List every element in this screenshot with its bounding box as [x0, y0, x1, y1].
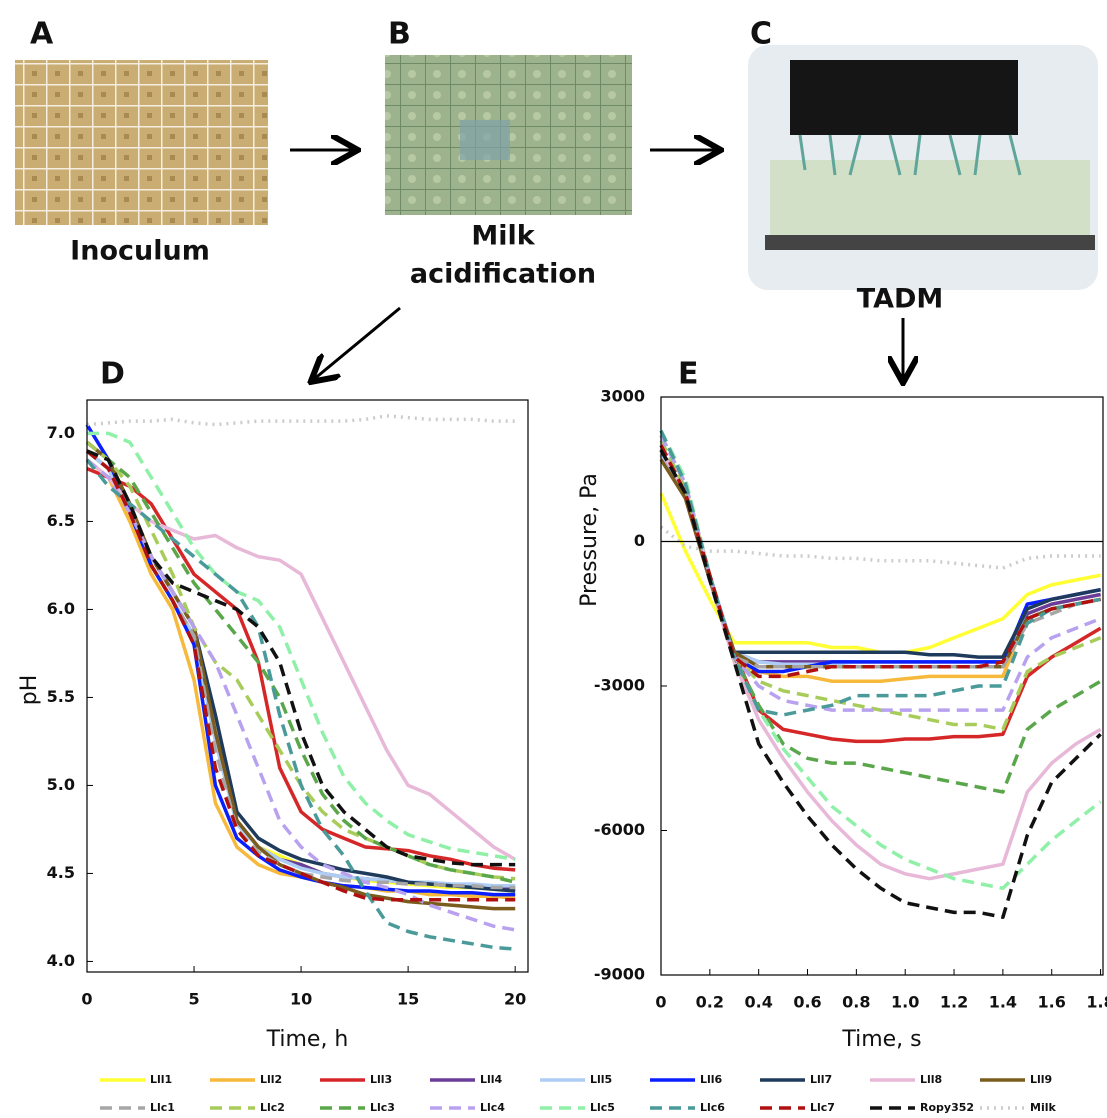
legend-label: Lll1 — [150, 1073, 172, 1086]
y-tick-label: -6000 — [594, 820, 645, 839]
series-line — [659, 434, 1102, 794]
series-line — [659, 449, 1101, 683]
x-tick-label: 0 — [81, 990, 92, 1009]
caption: acidification — [410, 259, 596, 290]
series-line — [85, 458, 516, 951]
y-axis-label: pH — [17, 675, 42, 706]
series-line — [659, 453, 1102, 744]
y-tick-label: 4.5 — [47, 863, 75, 882]
legend-label: Lll5 — [590, 1073, 612, 1086]
arrow — [313, 306, 401, 380]
series-line — [87, 431, 516, 862]
y-axis-label: Pressure, Pa — [577, 473, 602, 607]
legend-label: Llc2 — [260, 1101, 285, 1114]
x-tick-label: 0.6 — [793, 993, 821, 1012]
legend-label: Llc3 — [370, 1101, 395, 1114]
milk-plate-patch — [460, 120, 510, 160]
series-line — [85, 423, 516, 897]
x-tick-label: 0.2 — [696, 993, 724, 1012]
panel-letter: A — [30, 17, 54, 52]
x-tick-label: 5 — [188, 990, 199, 1009]
x-axis-label: Time, s — [841, 1027, 921, 1052]
y-tick-label: 4.0 — [47, 951, 75, 970]
panel-letter: E — [678, 357, 699, 392]
x-tick-label: 10 — [290, 990, 312, 1009]
caption: Milk — [471, 221, 535, 252]
panel-letter: C — [750, 17, 772, 52]
series-line — [659, 449, 1102, 919]
series-line — [85, 458, 517, 861]
series-line — [86, 466, 516, 872]
legend-label: Lll6 — [700, 1073, 723, 1086]
y-tick-label: 7.0 — [47, 423, 75, 442]
legend-label: Ropy352 — [920, 1101, 974, 1114]
series-line — [659, 444, 1101, 679]
legend-label: Lll4 — [480, 1073, 503, 1086]
legend-label: Llc6 — [700, 1101, 725, 1114]
legend-label: Llc1 — [150, 1101, 175, 1114]
series-line — [86, 449, 516, 867]
series-line — [85, 449, 516, 890]
panel-letter: B — [388, 17, 411, 52]
panel-letter: D — [100, 357, 125, 392]
legend-label: Milk — [1030, 1101, 1056, 1114]
x-tick-label: 0.8 — [842, 993, 870, 1012]
series-line — [85, 449, 516, 893]
y-tick-label: 0 — [634, 531, 645, 550]
series-line — [659, 525, 1101, 570]
x-tick-label: 1.6 — [1038, 993, 1066, 1012]
legend-label: Lll7 — [810, 1073, 832, 1086]
legend-label: Lll8 — [920, 1073, 942, 1086]
legend-label: Lll3 — [370, 1073, 392, 1086]
series-line — [85, 458, 516, 932]
series-line — [659, 439, 1102, 732]
x-tick-label: 1.8 — [1086, 993, 1107, 1012]
x-tick-label: 0 — [655, 993, 666, 1012]
y-tick-label: 6.5 — [47, 511, 75, 530]
inoculum-image — [15, 60, 268, 225]
y-tick-label: -9000 — [594, 965, 645, 984]
plot-frame — [86, 399, 529, 973]
x-tick-label: 1.0 — [891, 993, 919, 1012]
plot-frame — [660, 396, 1104, 976]
tadm-image — [748, 45, 1098, 290]
x-axis-label: Time, h — [266, 1027, 349, 1052]
series-line — [659, 449, 1102, 881]
y-tick-label: 3000 — [600, 387, 645, 406]
x-tick-label: 15 — [397, 990, 419, 1009]
x-tick-label: 1.4 — [989, 993, 1017, 1012]
legend-label: Llc4 — [480, 1101, 505, 1114]
x-tick-label: 0.4 — [745, 993, 773, 1012]
series-line — [85, 440, 516, 911]
caption: TADM — [857, 284, 944, 315]
series-line — [86, 449, 516, 884]
y-tick-label: 6.0 — [47, 599, 75, 618]
legend-label: Llc7 — [810, 1101, 835, 1114]
y-tick-label: -3000 — [594, 676, 645, 695]
series-line — [85, 440, 516, 893]
legend-label: Lll2 — [260, 1073, 282, 1086]
series-line — [85, 449, 516, 902]
legend-label: Lll9 — [1030, 1073, 1052, 1086]
series-line — [85, 449, 516, 890]
legend-label: Llc5 — [590, 1101, 615, 1114]
y-tick-label: 5.5 — [47, 687, 75, 706]
caption: Inoculum — [70, 236, 210, 267]
x-tick-label: 1.2 — [940, 993, 968, 1012]
y-tick-label: 5.0 — [47, 775, 75, 794]
series-line — [85, 449, 516, 888]
series-line — [86, 414, 516, 427]
x-tick-label: 20 — [504, 990, 526, 1009]
